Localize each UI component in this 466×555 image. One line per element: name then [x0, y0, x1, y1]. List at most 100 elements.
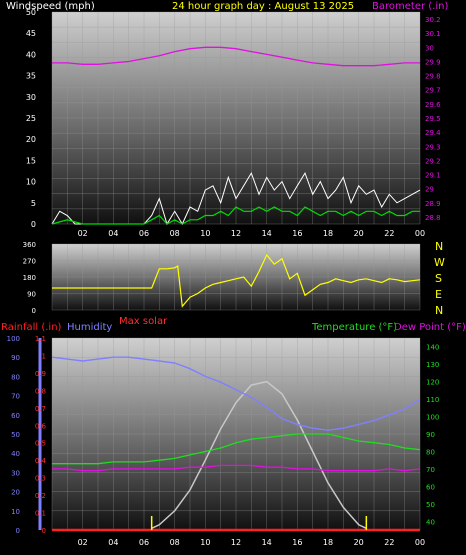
wind-y-tick: 30: [26, 93, 36, 102]
wind-y-tick: 45: [26, 29, 36, 38]
rain-y-tick: 0.1: [35, 510, 46, 518]
temp-series: [51, 356, 421, 532]
wind-x-tick: 20: [354, 229, 364, 238]
humidity-y-tick: 40: [11, 450, 20, 458]
temp-x-tick: 00: [415, 538, 425, 547]
dew-point-line: [52, 464, 421, 472]
wind-y-tick: 20: [26, 135, 36, 144]
compass-n-bottom: N: [435, 304, 443, 317]
temp-x-tick: 10: [200, 538, 210, 547]
baro-y-tick: 28.8: [425, 214, 441, 222]
max-solar-label: Max solar: [119, 316, 168, 327]
wind-x-tick: 00: [415, 229, 425, 238]
baro-y-tick: 30: [425, 44, 434, 52]
humidity-y-tick: 20: [11, 489, 20, 497]
wind-direction-line: [52, 253, 421, 308]
wind-x-tick: 16: [292, 229, 302, 238]
humidity-label: Humidity: [67, 322, 112, 333]
temp-y-tick: 100: [426, 414, 439, 422]
wind-x-tick: 08: [170, 229, 180, 238]
humidity-y-tick: 60: [11, 412, 20, 420]
direction-series: [52, 253, 421, 308]
humidity-y-tick: 10: [11, 508, 20, 516]
rain-y-tick: 0.9: [35, 370, 46, 378]
direction-y-tick: 360: [23, 241, 36, 249]
wind-y-tick: 50: [26, 8, 36, 17]
wind-y-tick: 5: [31, 199, 36, 208]
humidity-y-tick: 100: [7, 335, 20, 343]
baro-y-tick: 29.5: [425, 115, 441, 123]
temp-y-tick: 70: [426, 466, 435, 474]
rain-y-tick: 0.7: [35, 405, 46, 413]
temp-y-tick: 50: [426, 501, 435, 509]
rain-y-tick: 0.6: [35, 422, 47, 430]
wind-y-tick: 25: [26, 114, 36, 123]
temp-y-tick: 110: [426, 396, 439, 404]
temp-y-tick: 60: [426, 483, 435, 491]
temp-x-tick: 06: [139, 538, 149, 547]
rain-y-tick: 0.5: [35, 440, 46, 448]
wind-x-tick: 14: [262, 229, 272, 238]
barometer-line: [52, 46, 420, 67]
compass-e: E: [435, 288, 442, 301]
baro-y-tick: 29.6: [425, 101, 441, 109]
graph-title: 24 hour graph day : August 13 2025: [172, 1, 354, 12]
wind-y-tick: 40: [26, 50, 36, 59]
temp-x-tick: 04: [108, 538, 118, 547]
humidity-y-tick: 0: [16, 527, 20, 535]
baro-y-tick: 29.3: [425, 143, 441, 151]
baro-y-tick: 29.8: [425, 73, 441, 81]
temp-x-tick: 16: [292, 538, 302, 547]
rain-y-tick: 0.2: [35, 492, 46, 500]
direction-grid: [51, 243, 421, 311]
direction-y-tick: 0: [32, 307, 36, 315]
direction-y-tick: 90: [27, 291, 36, 299]
humidity-y-tick: 50: [11, 431, 20, 439]
baro-y-tick: 29.2: [425, 157, 441, 165]
baro-y-tick: 29.9: [425, 58, 441, 66]
wind-x-tick: 10: [200, 229, 210, 238]
compass-n-top: N: [435, 240, 443, 253]
temperature-label: Temperature (°F): [311, 322, 397, 333]
temp-y-tick: 120: [426, 379, 439, 387]
baro-y-tick: 30.2: [425, 16, 441, 24]
wind-y-tick: 0: [31, 220, 36, 229]
rain-y-tick: 0.4: [35, 457, 47, 465]
temp-x-tick: 08: [170, 538, 180, 547]
rain-y-tick: 1: [42, 352, 46, 360]
direction-y-tick: 180: [23, 274, 36, 282]
wind-grid: [51, 11, 421, 225]
temp-y-tick: 130: [426, 361, 439, 369]
temperature-line: [52, 433, 421, 465]
barometer-label: Barometer (.in): [372, 1, 448, 12]
wind-y-tick: 10: [26, 178, 36, 187]
wind-x-tick: 06: [139, 229, 149, 238]
wind-x-tick: 22: [384, 229, 394, 238]
windspeed-label: Windspeed (mph): [6, 1, 95, 12]
baro-y-tick: 29.7: [425, 87, 441, 95]
temp-x-tick: 18: [323, 538, 333, 547]
temp-y-tick: 40: [426, 518, 435, 526]
wind-x-tick: 02: [78, 229, 88, 238]
temp-x-tick: 20: [354, 538, 364, 547]
baro-y-tick: 29: [425, 186, 434, 194]
temp-x-tick: 12: [231, 538, 241, 547]
wind-x-tick: 18: [323, 229, 333, 238]
temp-x-tick: 22: [384, 538, 394, 547]
wind-x-tick: 04: [108, 229, 118, 238]
baro-y-tick: 29.1: [425, 172, 441, 180]
wind-y-tick: 35: [26, 72, 36, 81]
temp-axes: 010203040506070809010000.10.20.30.40.50.…: [7, 335, 440, 547]
wind-average-line: [51, 206, 420, 225]
humidity-line: [51, 356, 421, 431]
rainfall-label: Rainfall (.in): [1, 322, 62, 333]
humidity-y-tick: 80: [11, 373, 20, 381]
compass-w: W: [434, 256, 445, 269]
direction-y-tick: 270: [23, 258, 36, 266]
compass-s: S: [435, 272, 442, 285]
humidity-y-tick: 90: [11, 354, 20, 362]
wind-axes: 0 5 10 15 20 25 30 35 40 45 50 28.8 28.9 29 29.1 29.2 29…: [26, 8, 441, 238]
temp-y-tick: 140: [426, 344, 439, 352]
temp-x-tick: 02: [78, 538, 88, 547]
